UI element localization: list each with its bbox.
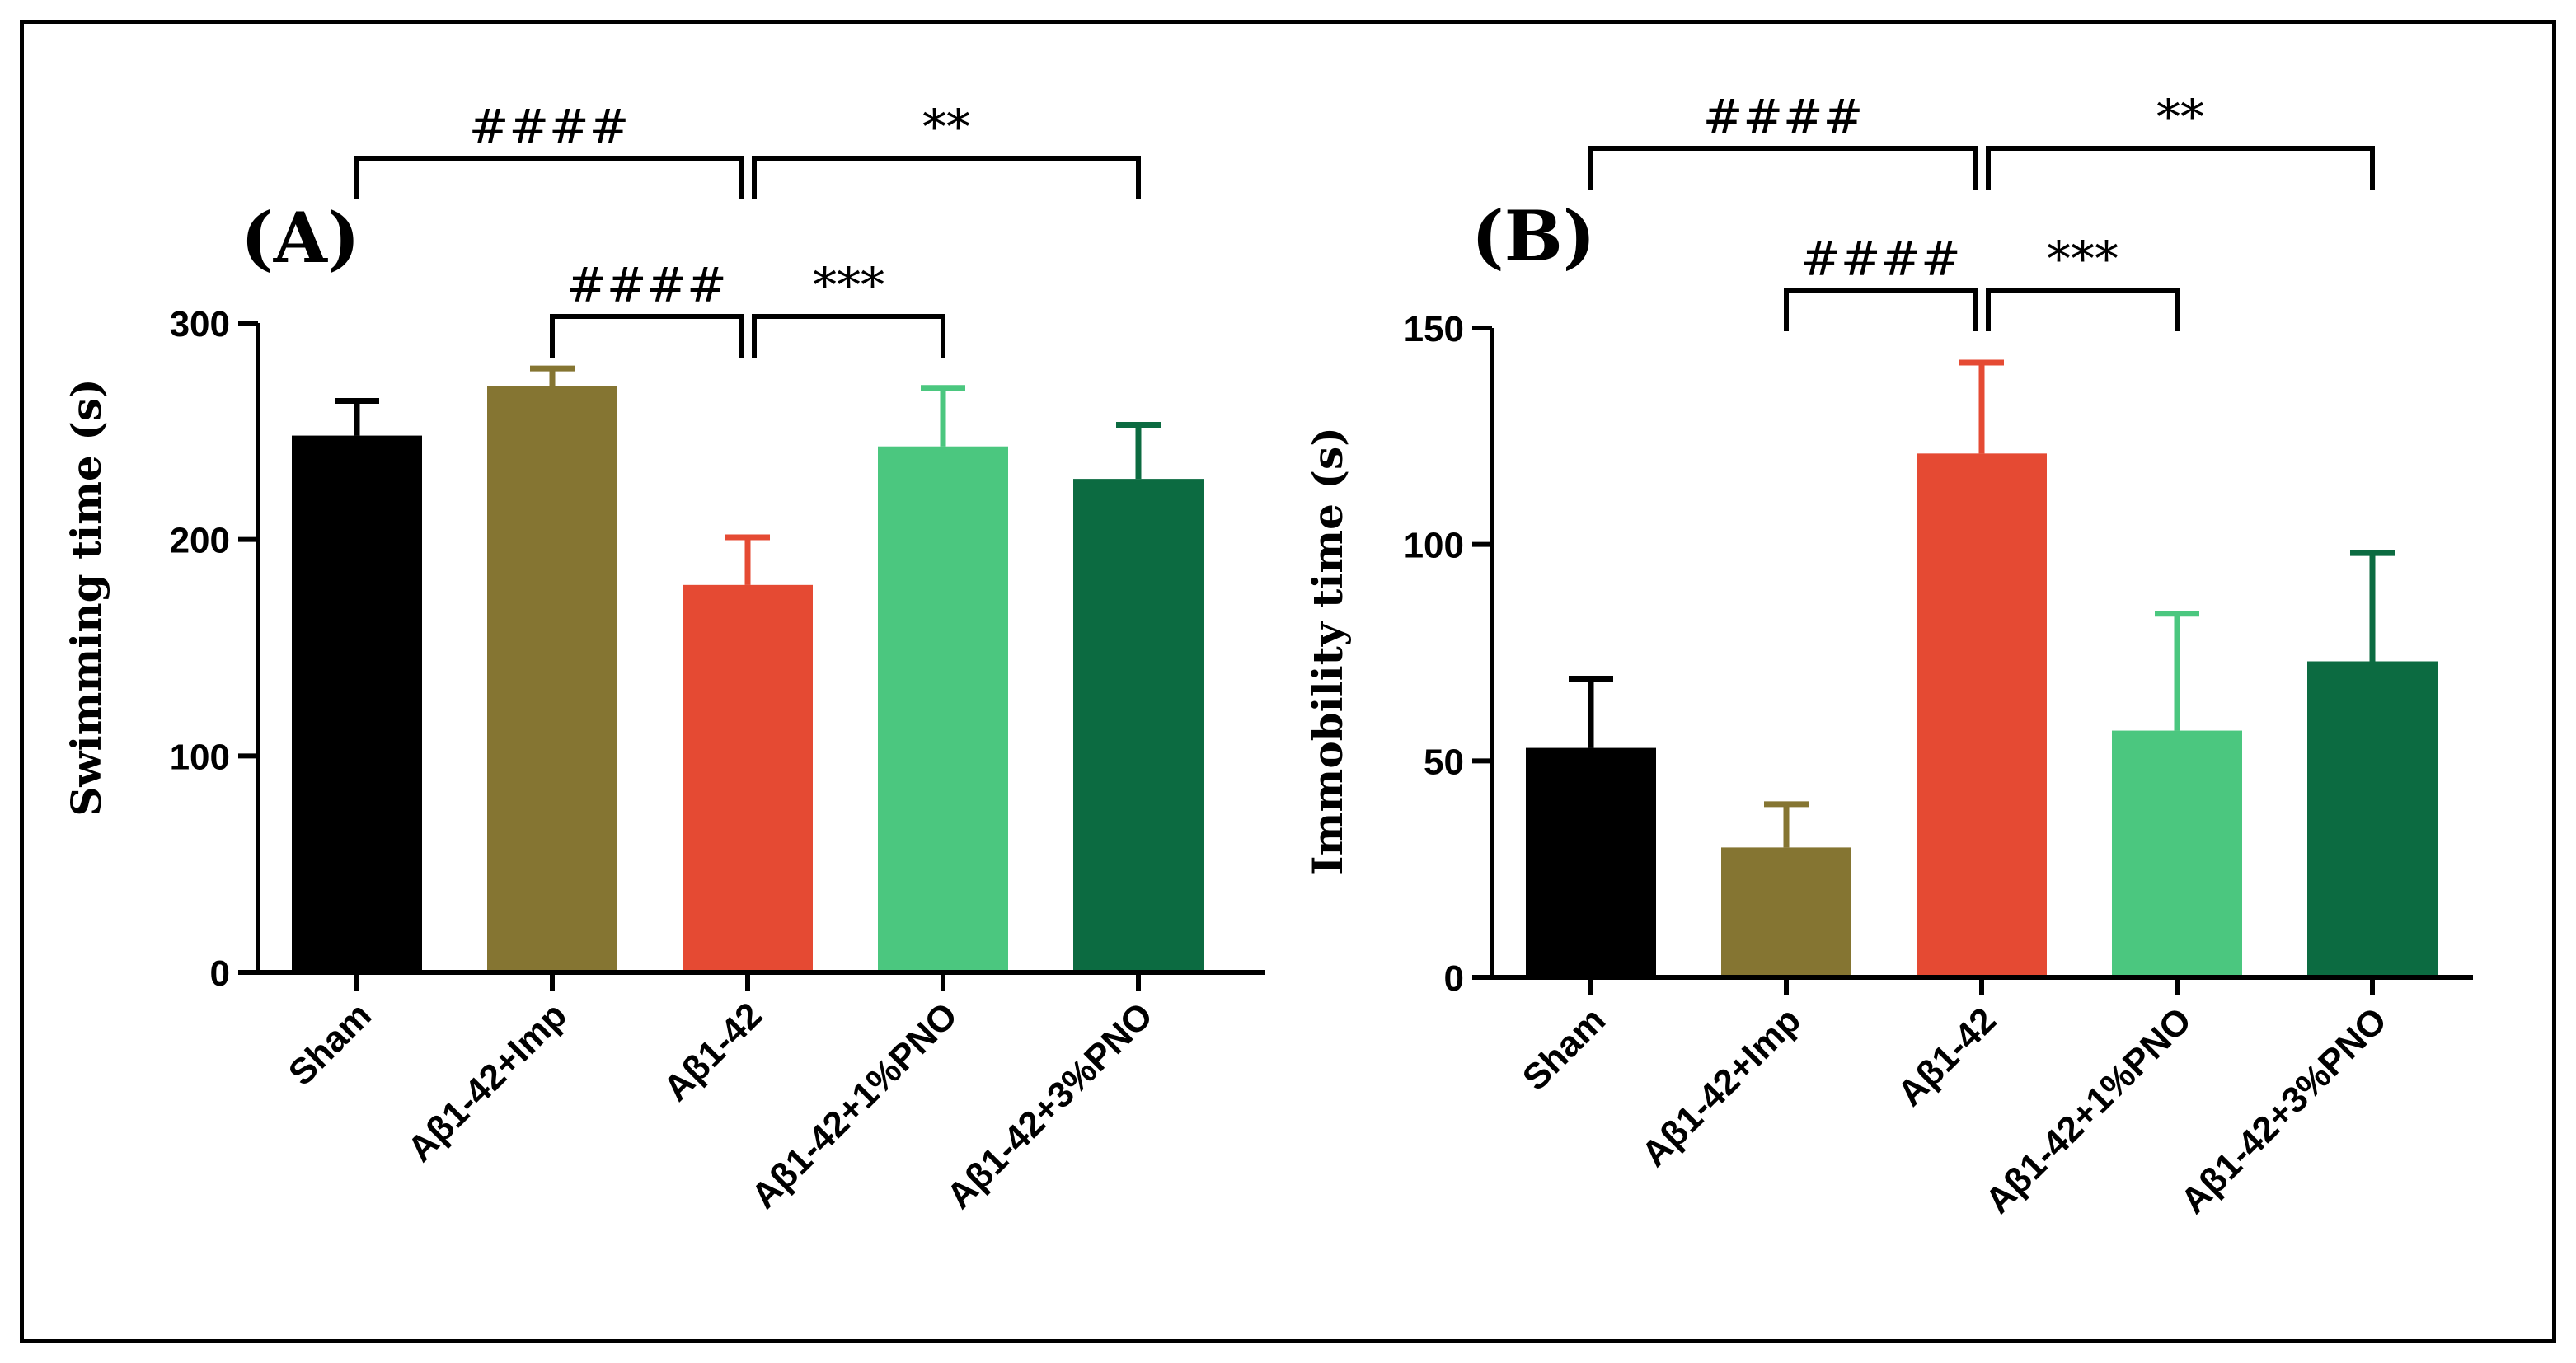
significance-bracket <box>1588 146 1978 190</box>
y-tick-label: 50 <box>1424 742 1464 782</box>
significance-label: #### <box>566 257 726 313</box>
y-tick-label: 150 <box>1404 309 1464 349</box>
x-tick-label: Aβ1-42+Imp <box>400 995 575 1169</box>
y-axis-label: Immobility time (s) <box>1303 427 1352 875</box>
y-tick-label: 100 <box>1404 526 1464 566</box>
significance-bracket <box>752 314 945 358</box>
x-tick-label: Aβ1-42 <box>656 995 770 1108</box>
x-tick-label: Aβ1-42+1%PNO <box>744 995 965 1216</box>
x-tick-label: Aβ1-42 <box>1890 1000 2004 1113</box>
bar-2 <box>1721 847 1851 977</box>
significance-label: #### <box>1800 231 1960 287</box>
panel-label: (B) <box>1471 195 1596 277</box>
significance-bracket <box>1784 288 1978 331</box>
significance-bracket <box>354 156 744 199</box>
bar-4 <box>878 446 1008 972</box>
significance-label: *** <box>2047 231 2119 287</box>
x-tick-label: Aβ1-42+3%PNO <box>939 995 1161 1216</box>
bar-4 <box>2112 730 2242 977</box>
figure-frame <box>20 20 2556 1343</box>
significance-label: ** <box>922 99 970 155</box>
x-tick-label: Aβ1-42+1%PNO <box>1978 1000 2199 1221</box>
bar-3 <box>683 584 813 972</box>
significance-bracket <box>1986 146 2375 190</box>
y-tick-label: 0 <box>1444 958 1464 999</box>
bar-2 <box>487 386 617 972</box>
y-tick-label: 100 <box>170 737 230 777</box>
bar-3 <box>1917 453 2047 977</box>
y-tick-label: 0 <box>210 953 230 994</box>
bar-1 <box>292 435 422 972</box>
significance-label: *** <box>813 257 884 313</box>
x-tick-label: Sham <box>281 995 379 1093</box>
significance-bracket <box>1986 288 2180 331</box>
y-axis-label: Swimming time (s) <box>62 378 110 816</box>
bar-5 <box>2307 661 2438 977</box>
significance-label: ** <box>2156 89 2204 145</box>
y-tick-label: 300 <box>170 304 230 344</box>
significance-label: #### <box>1703 89 1863 145</box>
x-tick-label: Sham <box>1515 1000 1613 1098</box>
x-tick-label: Aβ1-42+3%PNO <box>2173 1000 2395 1221</box>
significance-label: #### <box>469 99 629 155</box>
panel-label: (A) <box>241 197 360 279</box>
significance-bracket <box>752 156 1141 199</box>
bar-1 <box>1526 747 1656 977</box>
y-tick-label: 200 <box>170 521 230 561</box>
significance-bracket <box>550 314 744 358</box>
x-tick-label: Aβ1-42+Imp <box>1634 1000 1809 1174</box>
bar-5 <box>1073 479 1204 972</box>
